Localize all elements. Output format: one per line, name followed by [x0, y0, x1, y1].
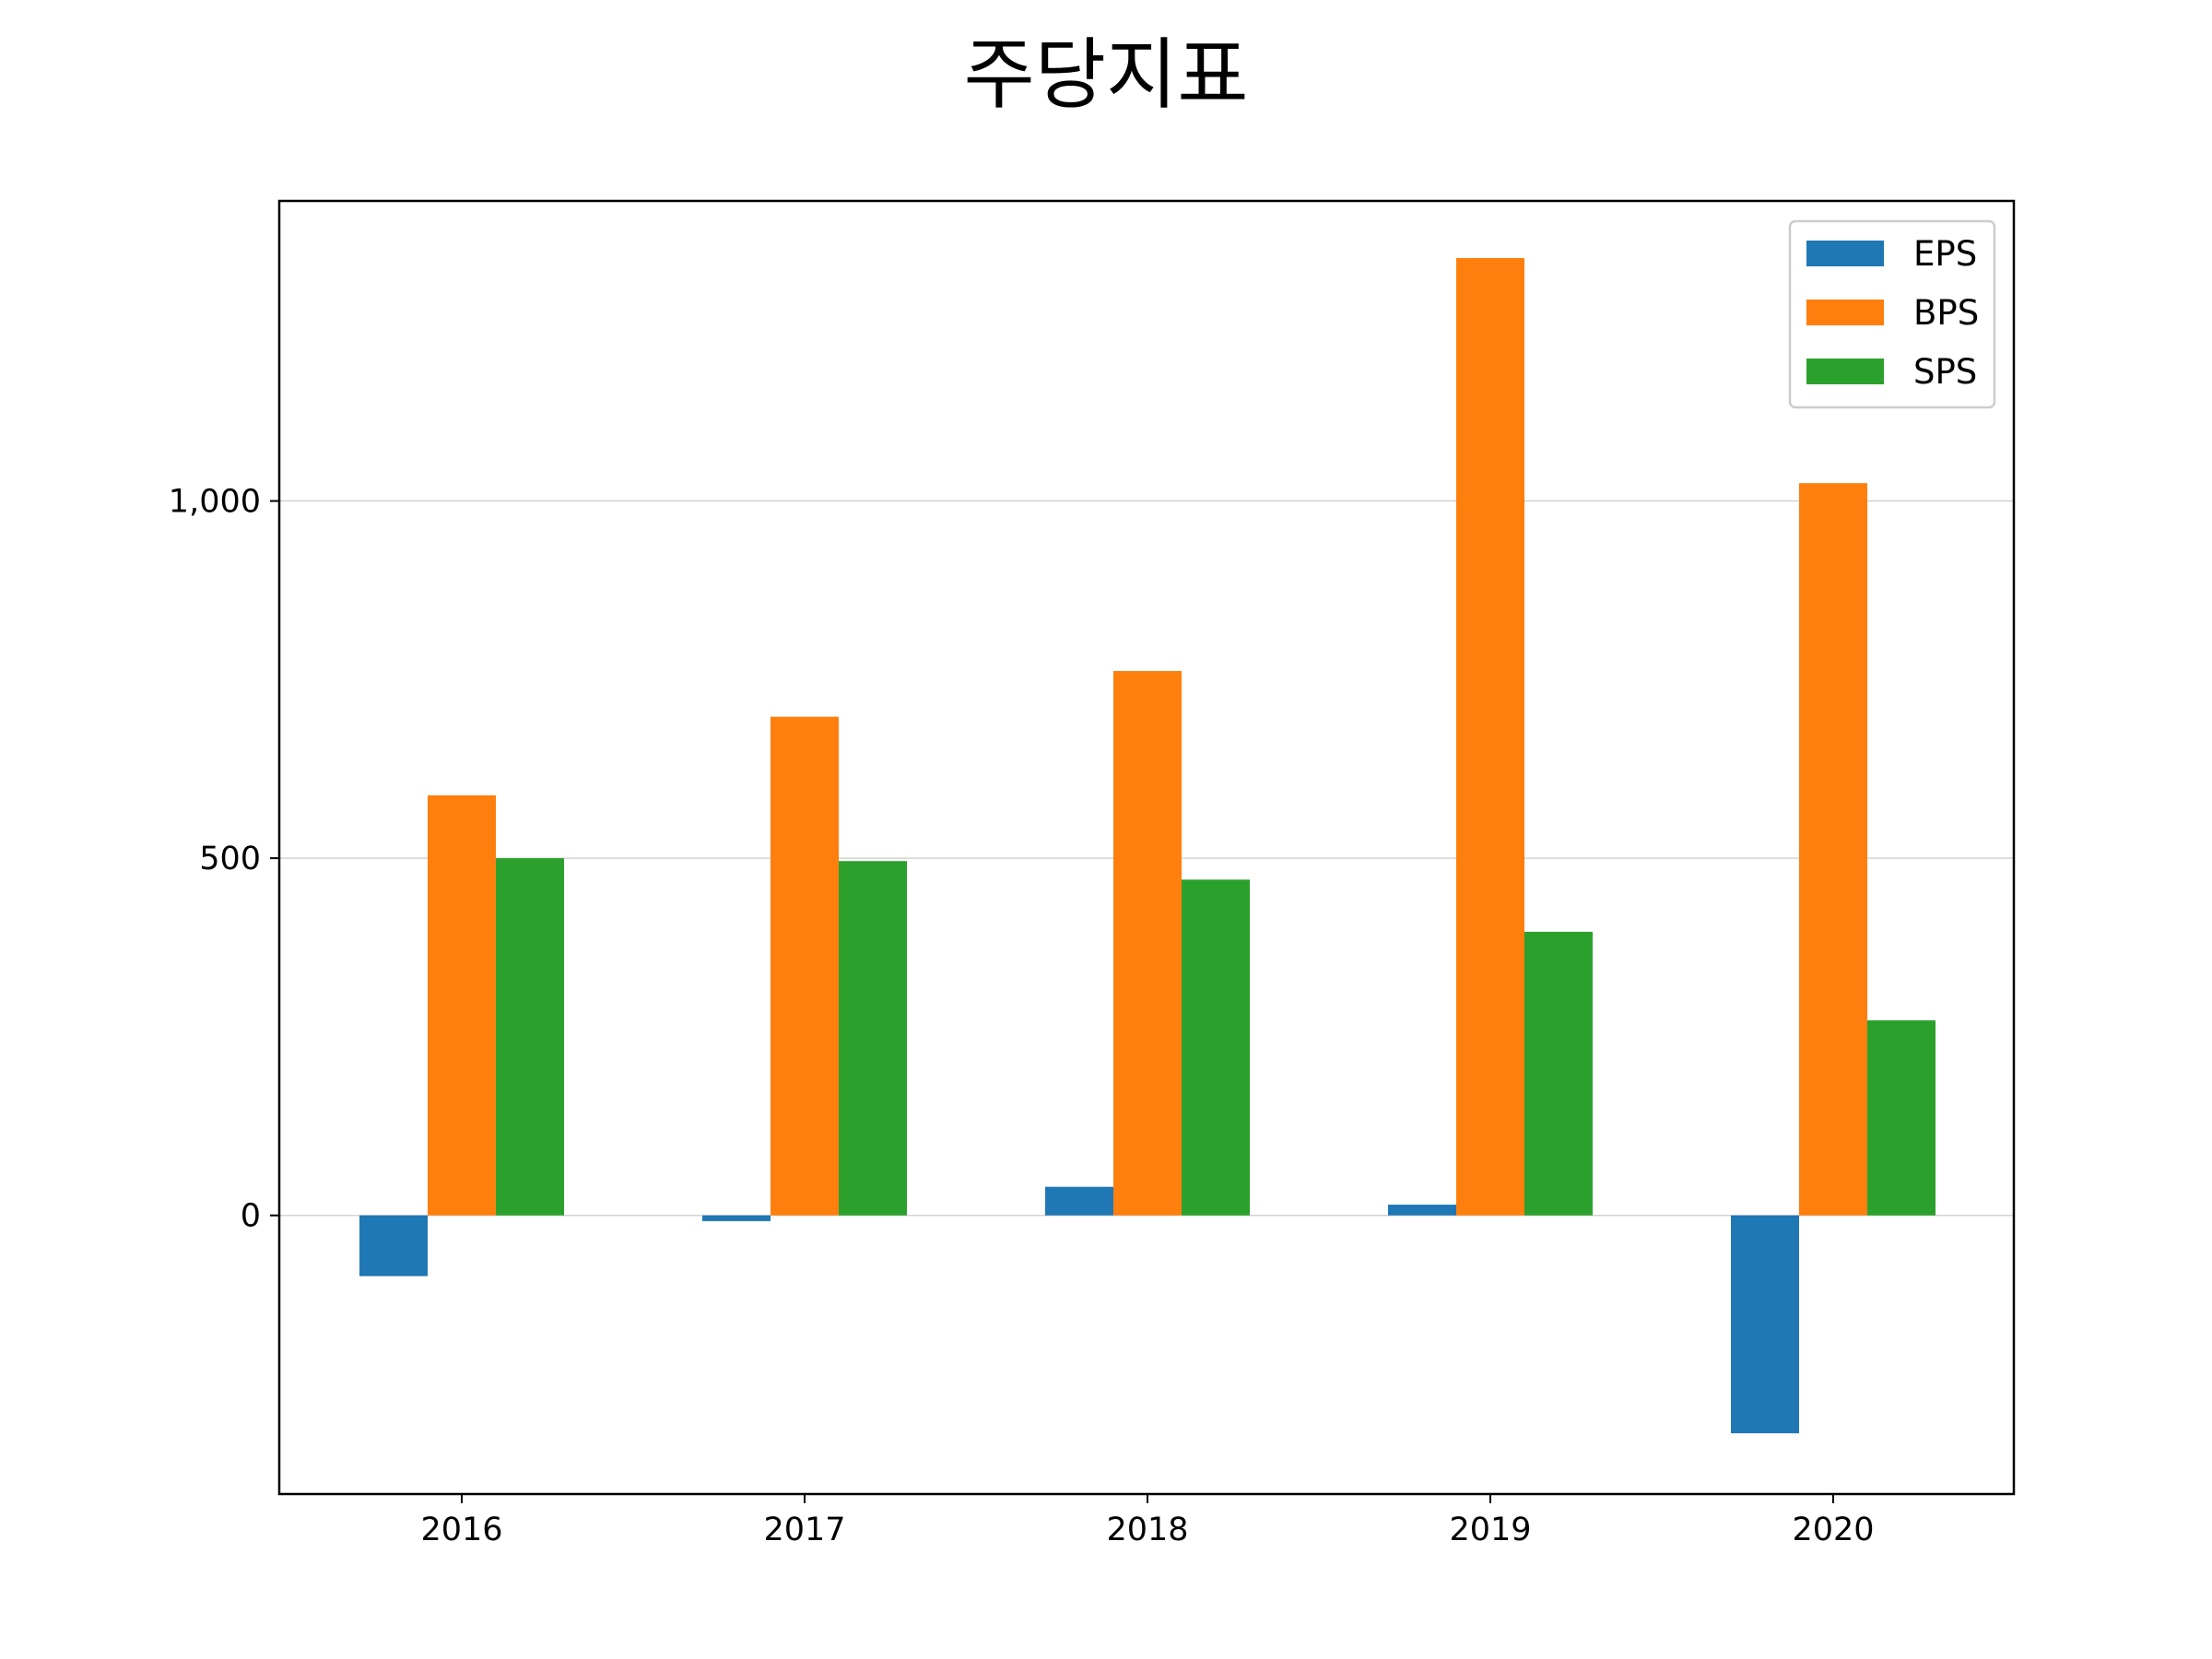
bar-sps-2017 [839, 861, 907, 1216]
legend: EPS BPS SPS [1788, 219, 1996, 409]
legend-swatch-eps [1806, 241, 1884, 266]
legend-label-bps: BPS [1913, 293, 1979, 333]
legend-swatch-sps [1806, 359, 1884, 384]
legend-swatch-bps [1806, 300, 1884, 325]
chart-title: 주당지표 [963, 29, 1249, 120]
bar-eps-2019 [1388, 1205, 1456, 1216]
y-tick-label: 0 [241, 1198, 261, 1235]
bar-bps-2016 [428, 794, 496, 1216]
bar-sps-2018 [1182, 879, 1250, 1216]
y-tick-label: 500 [199, 841, 261, 877]
x-axis: 2016 2017 2018 2019 2020 [420, 1494, 1875, 1548]
bar-sps-2016 [496, 858, 564, 1216]
bars [359, 258, 1936, 1434]
y-axis: 0 500 1,000 [169, 484, 279, 1235]
x-tick-label: 2019 [1449, 1512, 1531, 1548]
bar-sps-2019 [1524, 931, 1593, 1216]
bar-bps-2018 [1113, 671, 1182, 1216]
bar-bps-2020 [1799, 483, 1867, 1216]
y-tick-label: 1,000 [169, 484, 261, 521]
legend-label-eps: EPS [1913, 234, 1977, 274]
bar-sps-2020 [1867, 1020, 1936, 1216]
bar-eps-2020 [1731, 1215, 1799, 1434]
legend-label-sps: SPS [1913, 352, 1977, 392]
x-tick-label: 2018 [1106, 1512, 1188, 1548]
x-tick-label: 2016 [420, 1512, 502, 1548]
x-tick-label: 2017 [763, 1512, 845, 1548]
bar-eps-2016 [359, 1215, 428, 1277]
bar-bps-2019 [1456, 258, 1524, 1216]
bar-eps-2017 [702, 1215, 771, 1221]
bar-eps-2018 [1045, 1186, 1113, 1216]
x-tick-label: 2020 [1792, 1512, 1874, 1548]
bar-bps-2017 [771, 716, 839, 1216]
